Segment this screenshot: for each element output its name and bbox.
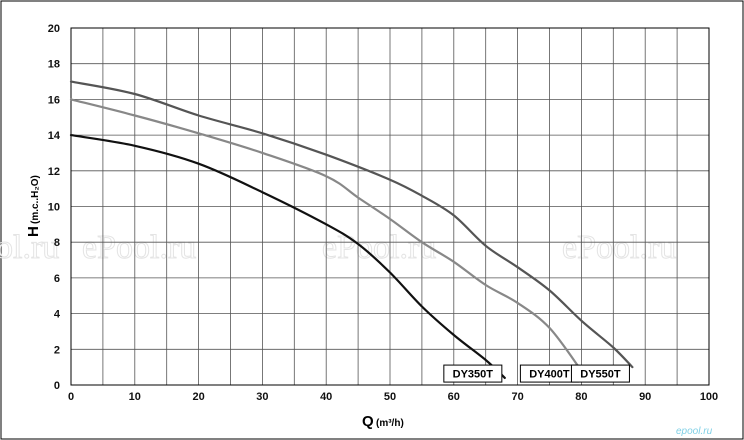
corner-logo: epool.ru <box>676 426 713 437</box>
y-tick-label: 20 <box>48 23 60 35</box>
series-line-dy550t <box>69 80 634 369</box>
series-line-dy350t <box>69 134 506 379</box>
watermark-text-left: ePool.ru <box>0 229 59 266</box>
y-tick-label: 10 <box>48 202 60 214</box>
x-tick-label: 100 <box>700 391 718 403</box>
series-label-dy400t: DY400T <box>529 369 570 381</box>
y-tick-label: 18 <box>48 59 60 71</box>
y-tick-label: 8 <box>54 237 60 249</box>
tick-labels: 0 10 20 30 40 50 60 70 80 90 100 0 2 4 6 8 10 12 14 16 18 20 <box>48 23 718 403</box>
series-label-dy350t: DY350T <box>453 369 494 381</box>
x-tick-label: 80 <box>575 391 587 403</box>
x-axis-title: Q <box>362 413 374 430</box>
x-tick-label: 60 <box>448 391 460 403</box>
x-tick-label: 50 <box>384 391 396 403</box>
watermark-text: ePool.ru <box>322 229 436 266</box>
x-tick-label: 0 <box>68 391 74 403</box>
series-label-dy550t: DY550T <box>580 369 621 381</box>
x-tick-label: 90 <box>639 391 651 403</box>
x-tick-label: 40 <box>320 391 332 403</box>
y-tick-label: 4 <box>54 309 61 321</box>
y-axis-unit: (m.c..H₂O) <box>30 175 41 224</box>
series-line-dy400t <box>69 98 583 372</box>
x-tick-label: 30 <box>256 391 268 403</box>
y-tick-label: 12 <box>48 166 60 178</box>
x-axis-unit: (m³/h) <box>376 418 404 429</box>
y-tick-label: 0 <box>54 380 60 392</box>
y-tick-label: 16 <box>48 94 60 106</box>
x-tick-label: 70 <box>511 391 523 403</box>
series-label-box <box>570 364 630 383</box>
watermark-text: ePool.ru <box>82 229 196 266</box>
grid <box>71 28 709 385</box>
y-axis-title: H <box>25 226 42 237</box>
watermark-layer: ePool.ru ePool.ru ePool.ru ePool.ru <box>0 229 677 267</box>
series-lines <box>69 80 634 379</box>
y-tick-label: 14 <box>48 130 61 142</box>
x-tick-label: 10 <box>129 391 141 403</box>
y-tick-label: 2 <box>54 344 60 356</box>
plot-area-border <box>70 27 710 386</box>
y-tick-label: 6 <box>54 273 60 285</box>
x-tick-label: 20 <box>192 391 204 403</box>
y-axis-title-group: H (m.c..H₂O) <box>25 175 42 237</box>
watermark-text: ePool.ru <box>562 229 676 266</box>
series-labels: DY350T DY400T DY550T <box>443 364 630 383</box>
series-label-box <box>443 364 503 383</box>
